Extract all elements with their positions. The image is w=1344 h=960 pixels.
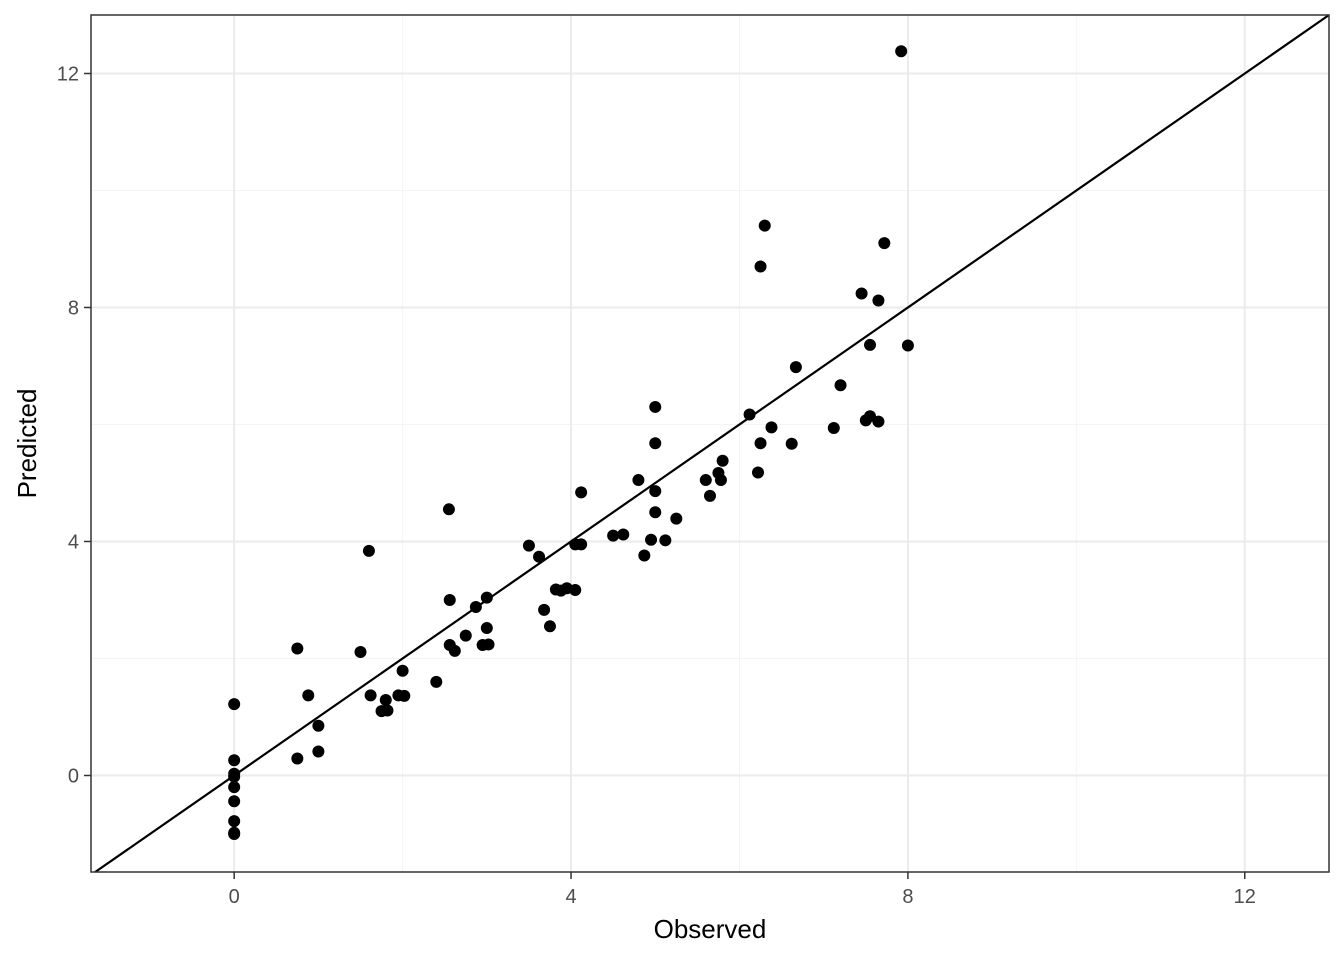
data-point [638,549,651,562]
data-point [864,338,877,351]
data-point [381,704,394,717]
data-point [649,437,662,450]
data-point [878,237,891,250]
data-point [872,294,885,307]
data-point [872,415,885,428]
data-point [754,437,767,450]
data-point [312,745,325,758]
data-point [569,584,582,597]
data-point [649,506,662,519]
y-tick-label: 0 [68,765,79,787]
data-point [649,400,662,413]
data-point [895,45,908,58]
x-tick-label: 4 [565,886,576,908]
data-point [714,474,727,487]
data-point [789,361,802,374]
y-tick-label: 12 [57,63,79,85]
data-point [855,287,868,300]
data-point [448,644,461,657]
panel-border [90,14,1330,873]
data-point [459,629,472,642]
data-point [480,591,493,604]
data-point [228,827,241,840]
data-point [758,219,771,232]
data-point [522,539,535,552]
y-tick-label: 8 [68,297,79,319]
data-point [469,601,482,614]
y-tick-label: 4 [68,531,79,553]
identity-line [94,14,1330,873]
data-point [765,421,778,434]
data-point [228,815,241,828]
data-point [785,437,798,450]
y-axis-title: Predicted [12,389,42,499]
data-point [754,260,767,273]
data-point [302,689,315,702]
ticks-layer: 0 4 8 12 0 4 8 12 [57,63,1256,908]
x-axis-title: Observed [654,914,767,944]
data-point [480,622,493,635]
data-point [443,593,456,606]
data-point [632,474,645,487]
data-point [228,781,241,794]
data-point [607,529,620,542]
data-point [430,675,443,688]
data-point [649,485,662,498]
data-point [228,795,241,808]
data-point [538,603,551,616]
data-point [228,698,241,711]
data-point [704,489,716,502]
data-point [716,454,729,467]
x-tick-label: 0 [229,886,240,908]
data-point [575,538,588,551]
grid-layer [91,15,1329,872]
data-point [396,664,409,677]
data-point [670,512,683,525]
data-point [901,339,914,352]
data-point [575,486,588,499]
data-point [291,752,304,765]
data-point [827,421,840,434]
data-point [482,638,495,651]
reference-line-layer [94,14,1330,873]
data-point [228,770,241,783]
data-point [312,719,325,732]
data-point [699,474,712,487]
data-point [379,694,392,707]
data-point [291,642,304,655]
data-point [228,754,241,767]
data-point [752,466,765,479]
data-point [354,646,367,659]
data-point [645,533,658,546]
data-point [743,408,756,421]
data-point [533,550,546,563]
data-point [543,620,556,633]
x-tick-label: 12 [1234,886,1256,908]
data-point [362,544,375,557]
data-point [834,379,847,392]
x-tick-label: 8 [902,886,913,908]
data-point [364,689,377,702]
data-point [442,503,455,516]
points-layer [228,45,914,840]
data-point [617,528,630,541]
data-point [398,689,411,702]
data-point [659,534,672,547]
